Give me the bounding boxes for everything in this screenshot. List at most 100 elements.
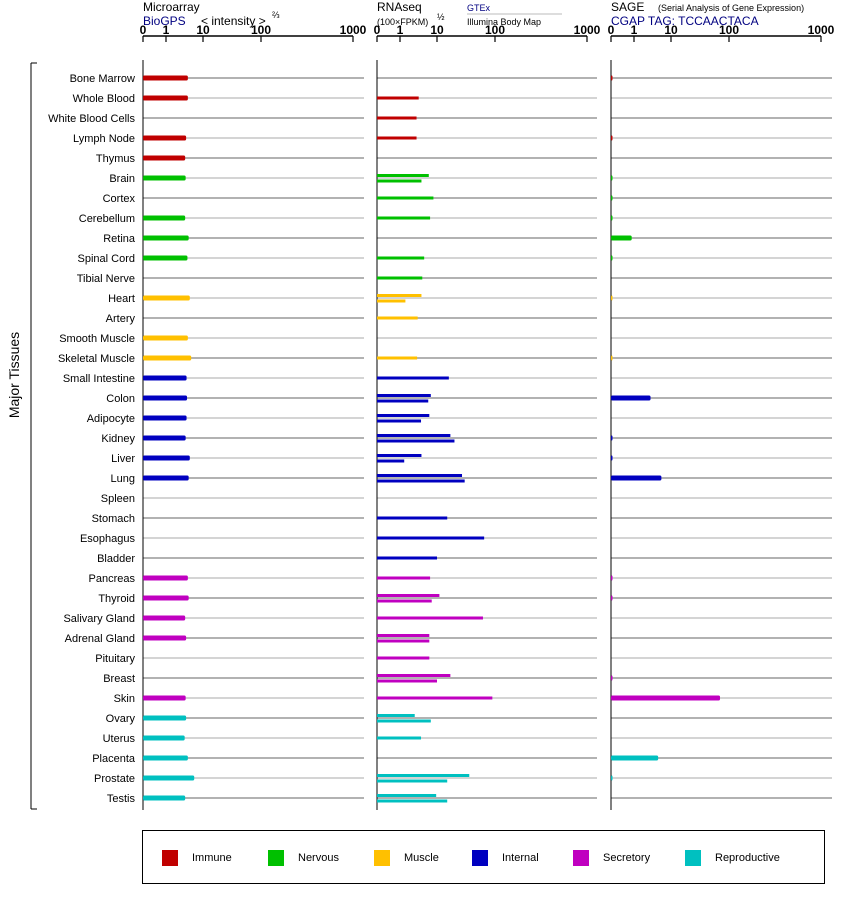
bar-panel-0-biogps: [143, 695, 186, 701]
tissue-label: Retina: [103, 233, 136, 245]
bar-panel-2-sage: [611, 695, 721, 701]
bar-panel-2-sage: [611, 595, 613, 601]
legend-label-reproductive: Reproductive: [715, 852, 780, 864]
tissue-label: Thyroid: [98, 593, 135, 605]
tissue-label: Cerebellum: [79, 213, 135, 225]
sage-note: (Serial Analysis of Gene Expression): [658, 3, 804, 13]
bar-panel-1-illumina-body-map: [377, 779, 448, 783]
legend-swatch-reproductive: [685, 850, 701, 866]
bar-panel-2-sage: [611, 135, 613, 141]
tissue-label: Adipocyte: [87, 413, 135, 425]
bar-panel-1-gtex: [377, 434, 451, 437]
bar-panel-1-illumina-body-map: [377, 116, 417, 120]
rnaseq-title: RNAseq: [377, 0, 422, 14]
bar-panel-1-gtex: [377, 556, 437, 560]
bar-panel-2-sage: [611, 395, 651, 401]
bar-panel-1-gtex: [377, 674, 451, 677]
bar-panel-2-sage: [611, 575, 613, 581]
tissue-label: Smooth Muscle: [59, 333, 135, 345]
bar-panel-0-biogps: [143, 575, 188, 581]
legend-item-internal: Internal: [472, 850, 539, 866]
tissue-labels: Bone Marrow Whole Blood White Blood Cells L…: [48, 73, 136, 805]
bar-panel-2-sage: [611, 175, 613, 181]
bar-panel-1-gtex: [377, 196, 434, 200]
bar-panel-0-biogps: [143, 715, 187, 721]
tissue-label: Brain: [109, 173, 135, 185]
bar-panel-2-sage: [611, 75, 613, 81]
tick-label: 100: [251, 23, 271, 37]
bar-panel-2-sage: [611, 355, 613, 361]
bar-panel-1-gtex: [377, 256, 425, 260]
tissue-bracket: [30, 62, 37, 810]
legend-swatch-internal: [472, 850, 488, 866]
grid-layer: [143, 77, 832, 799]
bar-panel-1-gtex: [377, 454, 422, 457]
bar-panel-1-illumina-body-map: [377, 419, 422, 423]
tissue-label: Uterus: [103, 733, 136, 745]
tissue-label: Ovary: [106, 713, 136, 725]
gtex-label: GTEx: [467, 3, 491, 13]
tick-label: 0: [374, 23, 381, 37]
tissue-label: Pancreas: [89, 573, 136, 585]
legend-label-muscle: Muscle: [404, 852, 439, 864]
bar-panel-1-gtex: [377, 576, 431, 580]
legend-item-reproductive: Reproductive: [685, 850, 780, 866]
bar-panel-0-biogps: [143, 475, 189, 481]
bar-panel-2-sage: [611, 255, 613, 261]
bar-panel-0-biogps: [143, 155, 186, 161]
tissue-label: Bladder: [97, 553, 135, 565]
bar-panel-1-gtex: [377, 536, 485, 540]
tissue-label: Salivary Gland: [63, 613, 135, 625]
tick-label: 100: [719, 23, 739, 37]
legend-label-internal: Internal: [502, 852, 539, 864]
tissue-label: Artery: [106, 313, 136, 325]
tissue-label: Stomach: [92, 513, 135, 525]
bar-panel-0-biogps: [143, 335, 188, 341]
tick-label: 10: [430, 23, 444, 37]
bar-panel-1-gtex: [377, 594, 440, 597]
bar-panel-1-gtex: [377, 634, 430, 637]
bar-panel-0-biogps: [143, 595, 189, 601]
bar-panel-0-biogps: [143, 455, 190, 461]
bar-panel-1-gtex: [377, 516, 448, 520]
bar-panel-0-biogps: [143, 75, 188, 81]
fpkm-exponent: ½: [437, 12, 445, 22]
tissue-label: Esophagus: [80, 533, 136, 545]
bar-panel-1-gtex: [377, 394, 431, 397]
tissue-label: Tibial Nerve: [77, 273, 135, 285]
bar-panel-1-gtex: [377, 414, 430, 417]
bar-panel-0-biogps: [143, 775, 195, 781]
legend: Immune Nervous Muscle Internal Secretory…: [142, 830, 825, 884]
bar-panel-1-gtex: [377, 696, 493, 700]
tissue-label: Breast: [103, 673, 135, 685]
bar-panel-0-biogps: [143, 435, 186, 441]
bar-panel-0-biogps: [143, 615, 186, 621]
tissue-label: Colon: [106, 393, 135, 405]
bar-panel-1-illumina-body-map: [377, 136, 417, 140]
bar-panel-2-sage: [611, 455, 613, 461]
bar-panel-0-biogps: [143, 795, 186, 801]
legend-swatch-muscle: [374, 850, 390, 866]
bar-panel-2-sage: [611, 755, 659, 761]
tissue-label: Lung: [111, 473, 135, 485]
bar-panel-1-illumina-body-map: [377, 399, 429, 403]
bar-panel-1-gtex: [377, 376, 449, 380]
bar-panel-0-biogps: [143, 395, 188, 401]
intensity-exponent: ⅔: [272, 10, 280, 20]
microarray-title: Microarray: [143, 0, 200, 14]
bar-panel-1-gtex: [377, 174, 429, 177]
bar-panel-0-biogps: [143, 755, 188, 761]
bar-panel-1-gtex: [377, 294, 422, 297]
bar-panel-0-biogps: [143, 135, 187, 141]
bar-panel-1-illumina-body-map: [377, 639, 430, 643]
bar-panel-1-gtex: [377, 216, 431, 220]
tissue-label: Small Intestine: [63, 373, 135, 385]
tissue-label: Adrenal Gland: [65, 633, 135, 645]
bar-panel-1-illumina-body-map: [377, 316, 418, 320]
fpkm-label: (100×FPKM): [377, 17, 428, 27]
tissue-label: White Blood Cells: [48, 113, 135, 125]
illumina-label: Illumina Body Map: [467, 17, 541, 27]
legend-item-muscle: Muscle: [374, 850, 439, 866]
tissue-label: Cortex: [103, 193, 136, 205]
